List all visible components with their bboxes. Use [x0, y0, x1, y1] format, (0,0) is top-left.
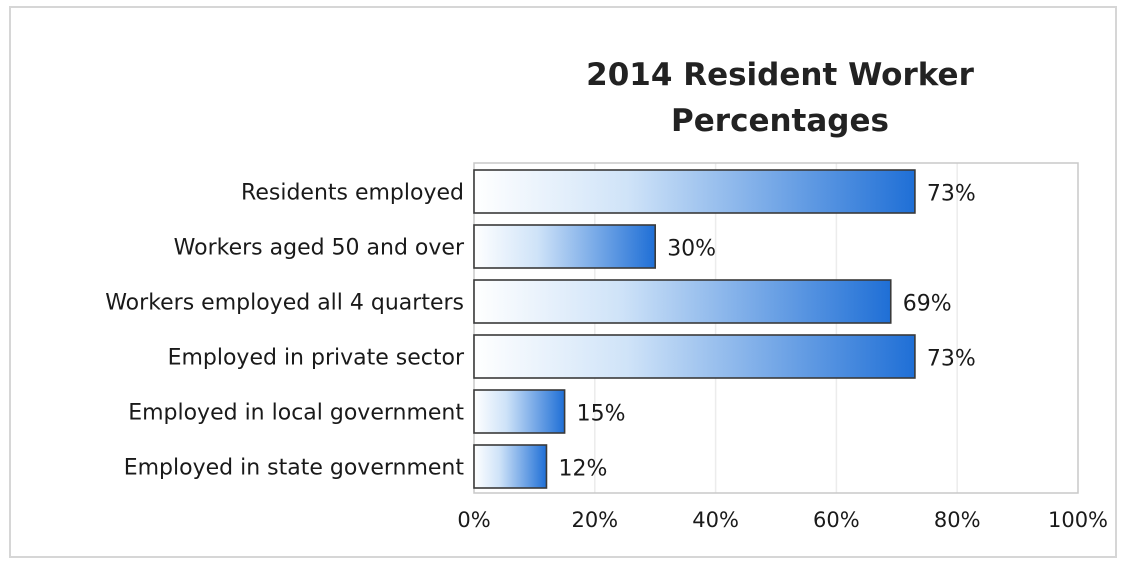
x-tick-label: 40% — [692, 508, 739, 532]
x-tick-label: 20% — [571, 508, 618, 532]
bar — [473, 389, 566, 434]
value-label: 15% — [577, 402, 626, 427]
plot-area — [473, 162, 1079, 494]
chart-title: 2014 Resident Worker Percentages — [586, 57, 974, 139]
x-axis-ticks: 0% 20% 40% 60% 80% 100% — [457, 508, 1108, 532]
value-labels: 73% 30% 69% 73% 15% 12% — [558, 182, 975, 482]
category-labels: Residents employed Workers aged 50 and ov… — [105, 181, 465, 481]
x-tick-label: 0% — [457, 508, 490, 532]
category-label: Employed in private sector — [168, 346, 465, 371]
x-tick-label: 60% — [813, 508, 860, 532]
category-label: Workers employed all 4 quarters — [105, 291, 464, 316]
value-label: 73% — [927, 347, 976, 372]
category-label: Employed in state government — [124, 456, 465, 481]
grid — [594, 163, 958, 493]
category-label: Workers aged 50 and over — [174, 236, 465, 261]
bars — [473, 169, 916, 489]
bar — [473, 224, 656, 269]
value-label: 30% — [667, 237, 716, 262]
bar — [473, 334, 916, 379]
x-tick-label: 100% — [1048, 508, 1108, 532]
bar — [473, 444, 548, 489]
x-tick-label: 80% — [934, 508, 981, 532]
category-label: Employed in local government — [128, 401, 464, 426]
category-label: Residents employed — [241, 181, 464, 206]
value-label: 73% — [927, 182, 976, 207]
value-label: 12% — [558, 457, 607, 482]
bar — [473, 169, 916, 214]
bar — [473, 279, 892, 324]
value-label: 69% — [903, 292, 952, 317]
